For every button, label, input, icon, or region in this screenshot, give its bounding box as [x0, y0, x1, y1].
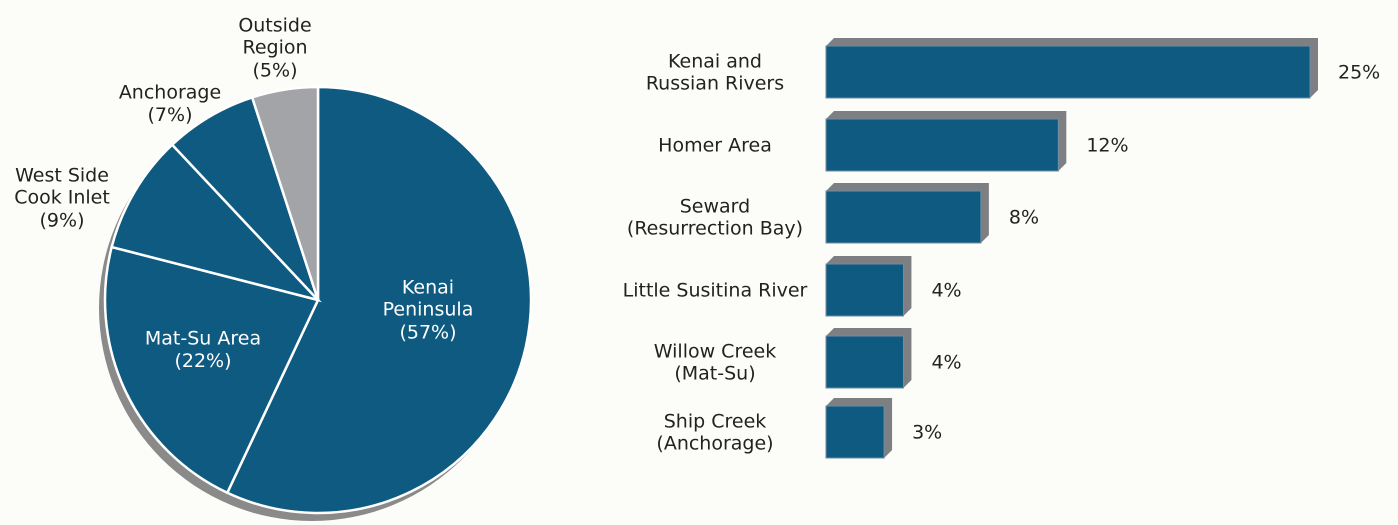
slice-label: Mat-Su Area	[145, 328, 261, 350]
bar-category-label: Seward (Resurrection Bay)	[627, 196, 803, 240]
slice-label: Kenai Peninsula	[383, 277, 474, 321]
slice-value-label: (57%)	[399, 322, 456, 344]
bar-category-label: Ship Creek (Anchorage)	[656, 411, 773, 455]
bar-depth	[826, 398, 893, 458]
bar-value-label: 8%	[1009, 207, 1039, 229]
bar-depth	[826, 183, 989, 243]
slice-value-label: (7%)	[148, 104, 193, 126]
bar-depth	[826, 256, 912, 316]
bar-depth	[826, 38, 1318, 98]
bar-value-label: 4%	[931, 280, 961, 302]
bar-category-label: Homer Area	[658, 135, 772, 157]
slice-label: Anchorage	[119, 82, 221, 104]
pie-slice	[225, 85, 533, 515]
bar-value-label: 25%	[1338, 62, 1380, 84]
bar-value-label: 12%	[1086, 135, 1128, 157]
bar	[825, 335, 904, 389]
slice-value-label: (22%)	[174, 350, 231, 372]
bar	[825, 190, 982, 244]
slice-label: Outside Region	[238, 15, 311, 59]
bar-value-label: 3%	[912, 422, 942, 444]
bar-value-label: 4%	[931, 352, 961, 374]
bar	[825, 263, 904, 317]
slice-label: West Side Cook Inlet	[14, 165, 110, 209]
bar-category-label: Willow Creek (Mat-Su)	[654, 341, 776, 385]
pie-slice	[103, 245, 320, 495]
slice-value-label: (9%)	[40, 210, 85, 232]
bar-depth	[826, 111, 1067, 171]
bar	[825, 118, 1059, 172]
bar	[825, 45, 1311, 99]
pie-slice	[250, 85, 320, 301]
slice-value-label: (5%)	[253, 60, 298, 82]
bar-depth	[826, 328, 912, 388]
bar	[825, 405, 885, 459]
bar-category-label: Little Susitina River	[623, 280, 808, 302]
bar-category-label: Kenai and Russian Rivers	[646, 51, 784, 95]
pie-slice	[110, 142, 322, 303]
